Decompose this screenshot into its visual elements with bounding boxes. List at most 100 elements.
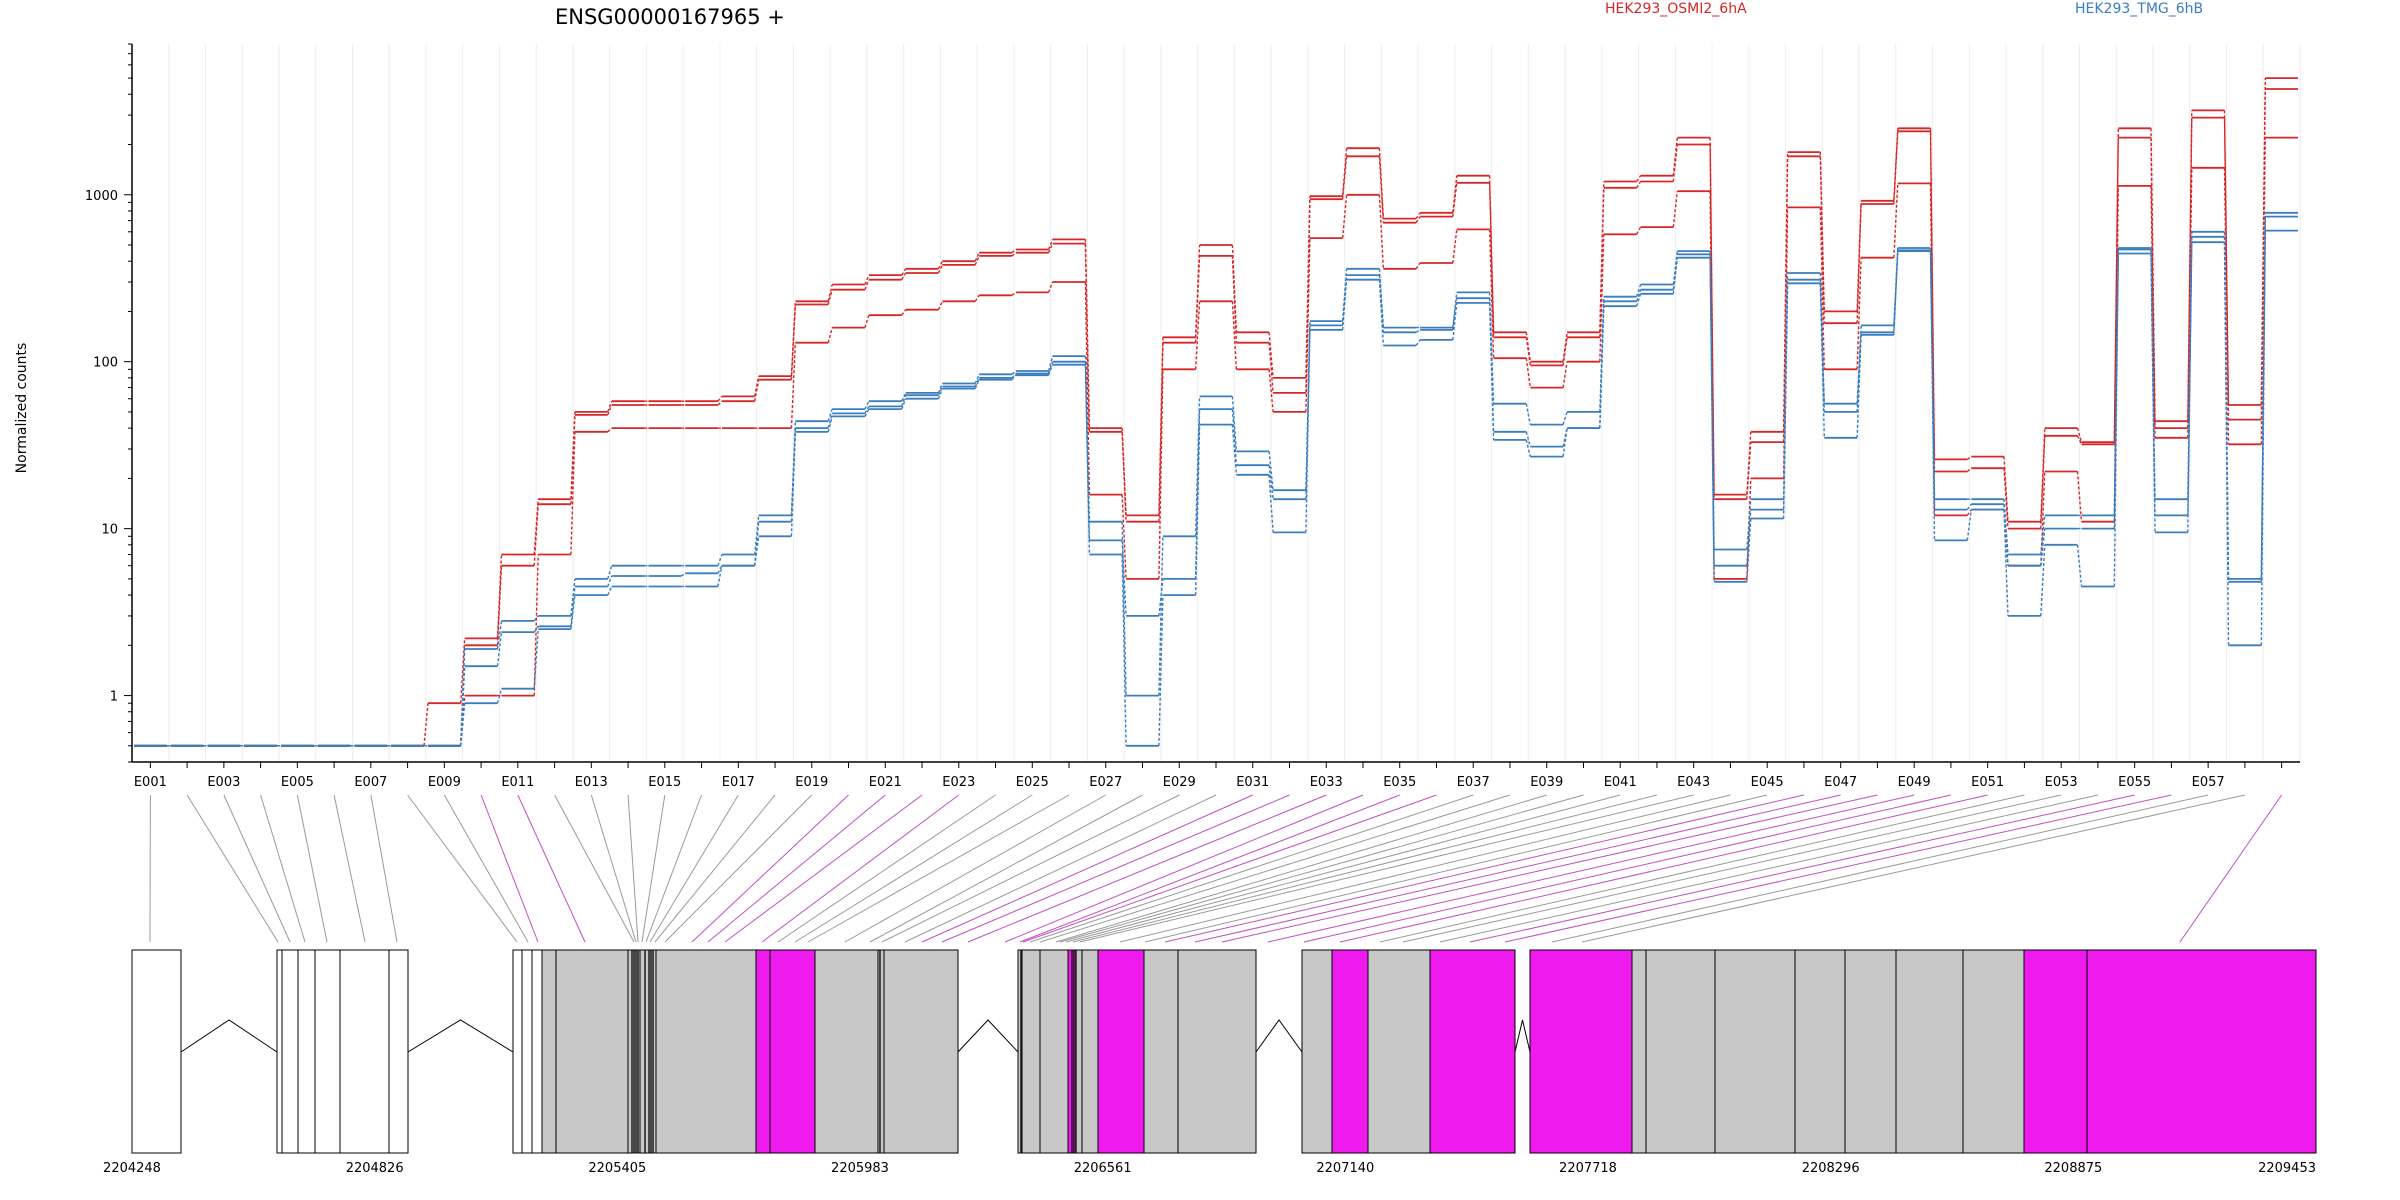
x-tick-label: E013 [575, 775, 608, 790]
exon-block-3 [281, 949, 299, 1154]
connector-line [881, 794, 1180, 943]
x-tick-label: E035 [1383, 775, 1416, 790]
axes: 1 10 100 1000 E001 E003 E005 E007 E009 E011 E013 E0… [85, 43, 2300, 790]
connector-line [1379, 794, 2025, 943]
connector-line [707, 794, 886, 943]
connector-line [1551, 794, 2209, 943]
y-axis-label: Normalized counts [14, 343, 30, 474]
connector-line [407, 794, 518, 943]
connector-line [654, 794, 776, 943]
connector-line [1164, 794, 1805, 943]
genomic-coordinate-label: 2204248 [103, 1161, 161, 1176]
exon-block-35 [1631, 949, 1647, 1154]
connector-line [554, 794, 635, 943]
legend-entry-osmi2: HEK293_OSMI2_6hA [1605, 1, 1747, 17]
connector-line [1267, 794, 1915, 943]
exon-block-26 [1081, 949, 1099, 1154]
connector-line [869, 794, 1143, 943]
y-tick-label: 100 [93, 356, 118, 371]
exon-block-30 [1301, 949, 1333, 1154]
exon-block-38 [1794, 949, 1846, 1154]
connector-line [664, 794, 813, 943]
connector-line [2179, 794, 2283, 943]
connector-line [1504, 794, 2172, 943]
x-tick-label: E005 [281, 775, 314, 790]
series-line-HEK293_TMG_6hB-3 [134, 211, 2298, 747]
connector-line [1144, 794, 1768, 943]
legend-entry-tmg: HEK293_TMG_6hB [2075, 1, 2203, 17]
x-tick-label: E031 [1236, 775, 1269, 790]
connector-line [1439, 794, 2099, 943]
x-tick-label: E011 [501, 775, 534, 790]
connector-line [333, 794, 366, 943]
x-tick-label: E043 [1677, 775, 1710, 790]
genomic-coordinate-label: 2204826 [346, 1161, 404, 1176]
exon-block-6 [339, 949, 390, 1154]
y-tick-label: 1 [110, 690, 118, 705]
exon-block-42 [2023, 949, 2088, 1154]
x-tick-label: E049 [1898, 775, 1931, 790]
connector-line [1072, 794, 1658, 943]
intron-line-3 [957, 1019, 1019, 1053]
x-tick-label: E015 [648, 775, 681, 790]
connector-line [921, 794, 1253, 943]
connector-line [724, 794, 923, 943]
connector-line [223, 794, 291, 943]
intron-line-4 [1255, 1019, 1303, 1053]
exon-block-10 [531, 949, 543, 1154]
x-tick-label: E019 [795, 775, 828, 790]
connector-line [1055, 794, 1547, 943]
exon-block-17 [769, 949, 816, 1154]
x-tick-label: E055 [2118, 775, 2151, 790]
connector-line [590, 794, 637, 943]
intron-line-2 [407, 1019, 514, 1053]
connector-line [777, 794, 996, 943]
x-tick-label: E009 [428, 775, 461, 790]
exon-block-43 [2086, 949, 2317, 1154]
x-tick-label: E057 [2192, 775, 2225, 790]
x-tick-label: E001 [134, 775, 167, 790]
gene-model [131, 949, 2317, 1154]
exon-block-8 [512, 949, 523, 1154]
y-tick-label: 1000 [85, 189, 118, 204]
exon-block-20 [883, 949, 959, 1154]
genomic-coordinate-label: 2205405 [588, 1161, 646, 1176]
connector-line [1079, 794, 1694, 943]
exon-block-22 [1021, 949, 1041, 1154]
connector-line [641, 794, 666, 943]
connector-line [1019, 794, 1400, 943]
x-tick-label: E045 [1751, 775, 1784, 790]
genomic-coordinate-label: 2209453 [2258, 1161, 2316, 1176]
x-tick-label: E021 [869, 775, 902, 790]
connector-line [480, 794, 539, 943]
connector-line [186, 794, 279, 943]
connector-line [794, 794, 1033, 943]
intron-line-5 [1514, 1019, 1531, 1053]
exon-block-31 [1331, 949, 1369, 1154]
connector-line [807, 794, 1070, 943]
y-tick-label: 10 [101, 523, 118, 538]
connector-line [443, 794, 529, 943]
connector-line [1194, 794, 1841, 943]
connector-line [844, 794, 1107, 943]
exon-block-11 [541, 949, 557, 1154]
series-connector-HEK293_TMG_6hB-5 [166, 230, 2266, 747]
genomic-coordinate-label: 2207718 [1559, 1161, 1617, 1176]
grid [131, 44, 2301, 762]
exon-block-2 [276, 949, 283, 1154]
x-tick-label: E041 [1604, 775, 1637, 790]
connector-line [1339, 794, 1988, 943]
x-tick-label: E025 [1016, 775, 1049, 790]
exon-block-18 [814, 949, 879, 1154]
x-tick-label: E029 [1163, 775, 1196, 790]
connector-line [904, 794, 1217, 943]
exon-block-39 [1844, 949, 1897, 1154]
x-tick-label: E027 [1089, 775, 1122, 790]
genomic-coordinate-label: 2206561 [1074, 1161, 1132, 1176]
intron-line-1 [180, 1019, 278, 1053]
exon-block-23 [1039, 949, 1069, 1154]
series-connector-HEK293_OSMI2_6hA-1 [166, 88, 2266, 747]
exon-block-36 [1645, 949, 1716, 1154]
connector-line [1039, 794, 1511, 943]
exon-block-7 [388, 949, 409, 1154]
